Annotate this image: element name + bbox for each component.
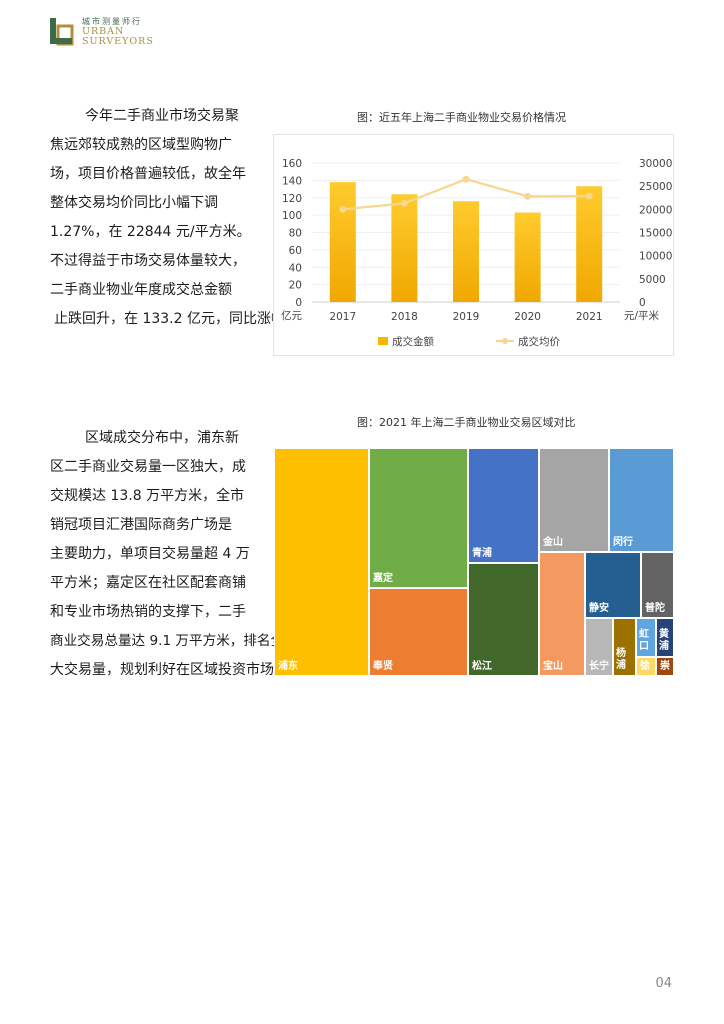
treemap-tile-杨浦: 杨浦 bbox=[613, 618, 636, 676]
y-left-tick-label: 100 bbox=[282, 210, 302, 222]
treemap-tile-label: 黄浦 bbox=[659, 629, 669, 652]
y-left-tick-label: 60 bbox=[289, 245, 302, 257]
treemap-tile-徐: 徐 bbox=[636, 657, 656, 676]
avg-price-point-2019 bbox=[462, 175, 470, 183]
y-left-tick-label: 20 bbox=[289, 280, 302, 292]
paragraph-line: 和专业市场热销的支撑下，二手 bbox=[50, 604, 246, 620]
x-tick-label: 2019 bbox=[453, 311, 480, 323]
treemap-tile-浦东: 浦东 bbox=[274, 448, 369, 676]
legend-label-line: 成交均价 bbox=[518, 335, 560, 348]
paragraph-line: 交规模达 13.8 万平方米，全市 bbox=[50, 488, 245, 504]
bar-2017 bbox=[329, 182, 356, 302]
treemap-tile-金山: 金山 bbox=[539, 448, 609, 552]
paragraph-line: 1.27%，在 22844 元/平方米。 bbox=[50, 224, 251, 240]
treemap-tile-虹口: 虹口 bbox=[636, 618, 656, 657]
page-number: 04 bbox=[655, 976, 672, 991]
y-left-tick-label: 140 bbox=[282, 175, 302, 187]
chart2-caption: 图：2021 年上海二手商业物业交易区域对比 bbox=[357, 416, 576, 429]
treemap-tile-label: 徐 bbox=[640, 661, 650, 672]
price-trend-chart: 0 20 40 60 80 100 120 140 160 亿元 0 5000 10000 15000 20… bbox=[273, 134, 674, 356]
paragraph-line: 场，项目价格普遍较低，故全年 bbox=[50, 166, 246, 182]
treemap-tile-label: 宝山 bbox=[543, 661, 563, 672]
logo-en-line2: SURVEYORS bbox=[82, 36, 154, 47]
y-right-tick-label: 5000 bbox=[639, 274, 666, 286]
y-left-tick-label: 120 bbox=[282, 193, 302, 205]
treemap-tile-普陀: 普陀 bbox=[641, 552, 674, 618]
treemap-tile-嘉定: 嘉定 bbox=[369, 448, 468, 588]
treemap-tile-长宁: 长宁 bbox=[585, 618, 613, 676]
treemap-tile-label: 奉贤 bbox=[373, 661, 393, 672]
bar-2019 bbox=[453, 201, 479, 302]
logo-en-line1: URBAN bbox=[82, 26, 125, 37]
treemap-tile-label: 嘉定 bbox=[373, 573, 393, 584]
avg-price-point-2021 bbox=[585, 192, 593, 200]
paragraph-line: 销冠项目汇港国际商务广场是 bbox=[50, 517, 232, 533]
x-tick-label: 2020 bbox=[514, 311, 541, 323]
y-right-tick-label: 0 bbox=[639, 297, 646, 309]
legend-label-bar: 成交金额 bbox=[392, 335, 434, 348]
treemap-tile-奉贤: 奉贤 bbox=[369, 588, 468, 676]
y-left-tick-label: 40 bbox=[289, 262, 302, 274]
legend-swatch-line-marker bbox=[502, 338, 508, 344]
treemap-tile-label: 青浦 bbox=[472, 548, 492, 559]
bar-2018 bbox=[391, 194, 418, 302]
y-right-unit: 元/平米 bbox=[624, 309, 660, 322]
logo-cn-text: 城市测量师行 bbox=[82, 17, 142, 26]
treemap-tile-静安: 静安 bbox=[585, 552, 641, 618]
treemap-tile-label: 松江 bbox=[472, 661, 492, 672]
avg-price-point-2020 bbox=[524, 192, 532, 200]
y-right-tick-label: 10000 bbox=[639, 251, 672, 263]
y-right-tick-label: 20000 bbox=[639, 204, 672, 216]
y-left-unit: 亿元 bbox=[281, 309, 302, 322]
paragraph-line: 区二手商业交易量一区独大，成 bbox=[50, 459, 246, 475]
y-left-tick-label: 80 bbox=[289, 228, 302, 240]
avg-price-point-2018 bbox=[400, 199, 408, 207]
logo-mark-icon bbox=[50, 17, 74, 46]
treemap-tile-label: 金山 bbox=[543, 537, 563, 548]
treemap-tile-label: 浦东 bbox=[278, 661, 298, 672]
x-tick-label: 2017 bbox=[329, 311, 356, 323]
y-left-tick-label: 160 bbox=[282, 158, 302, 170]
avg-price-point-2017 bbox=[339, 205, 347, 213]
treemap-tile-黄浦: 黄浦 bbox=[656, 618, 674, 657]
treemap-tile-label: 长宁 bbox=[589, 661, 609, 672]
chart1-caption: 图：近五年上海二手商业物业交易价格情况 bbox=[357, 111, 566, 124]
treemap-tile-label: 普陀 bbox=[645, 603, 665, 614]
treemap-tile-label: 崇 bbox=[660, 661, 670, 672]
district-treemap: 浦东 嘉定奉贤 青浦松江 金山宝山 闵行静安 普陀长宁 杨浦 虹口 黄浦徐崇 bbox=[274, 448, 674, 676]
treemap-tile-label: 虹口 bbox=[639, 629, 649, 652]
y-right-tick-label: 25000 bbox=[639, 181, 672, 193]
y-left-tick-label: 0 bbox=[295, 297, 302, 309]
treemap-tile-松江: 松江 bbox=[468, 563, 539, 676]
paragraph-line: 焦远郊较成熟的区域型购物广 bbox=[50, 137, 232, 153]
legend-swatch-bar bbox=[378, 337, 388, 345]
paragraph-line: 商业交易总量达 9.1 万平方米，排名全市第二；另外五大新城所在的青浦、奉贤、松… bbox=[50, 633, 638, 649]
company-logo: 城市测量师行 URBAN SURVEYORS bbox=[50, 16, 154, 47]
treemap-tile-label: 闵行 bbox=[613, 537, 633, 548]
paragraph-price-summary: 今年二手商业市场交易聚 焦远郊较成熟的区域型购物广 场，项目价格普遍较低，故全年… bbox=[50, 102, 362, 334]
x-tick-label: 2021 bbox=[576, 311, 603, 323]
paragraph-line: 不过得益于市场交易体量较大， bbox=[50, 253, 246, 269]
treemap-tile-闵行: 闵行 bbox=[609, 448, 674, 552]
y-right-tick-label: 30000 bbox=[639, 158, 672, 170]
paragraph-district-summary: 区域成交分布中，浦东新 区二手商业交易量一区独大，成 交规模达 13.8 万平方… bbox=[50, 424, 638, 685]
treemap-tile-宝山: 宝山 bbox=[539, 552, 585, 676]
y-right-tick-label: 15000 bbox=[639, 228, 672, 240]
paragraph-line: 主要助力，单项目交易量超 4 万 bbox=[50, 546, 250, 562]
paragraph-line: 整体交易均价同比小幅下调 bbox=[50, 195, 218, 211]
paragraph-line: 大交易量，规划利好在区域投资市场有所体现。 bbox=[50, 662, 344, 678]
bar-2020 bbox=[514, 212, 541, 302]
paragraph-line: 二手商业物业年度成交总金额 bbox=[50, 282, 232, 298]
price-trend-chart-svg: 020406080100120140160亿元05000100001500020… bbox=[281, 158, 672, 348]
paragraph-line: 平方米；嘉定区在社区配套商铺 bbox=[50, 575, 246, 591]
treemap-tile-青浦: 青浦 bbox=[468, 448, 539, 563]
treemap-tile-label: 杨浦 bbox=[616, 648, 626, 671]
paragraph-line: 区域成交分布中，浦东新 bbox=[85, 430, 239, 446]
treemap-tile-label: 静安 bbox=[589, 603, 609, 614]
paragraph-line: 止跌回升，在 133.2 亿元，同比涨幅为 28.4%。 bbox=[54, 311, 362, 327]
x-tick-label: 2018 bbox=[391, 311, 418, 323]
treemap-tile-崇: 崇 bbox=[656, 657, 674, 676]
paragraph-line: 今年二手商业市场交易聚 bbox=[85, 108, 239, 124]
bar-2021 bbox=[576, 186, 603, 302]
